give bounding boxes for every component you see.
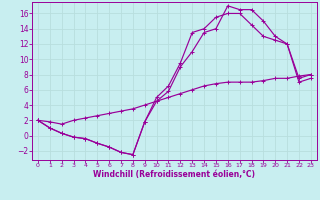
X-axis label: Windchill (Refroidissement éolien,°C): Windchill (Refroidissement éolien,°C) xyxy=(93,170,255,179)
